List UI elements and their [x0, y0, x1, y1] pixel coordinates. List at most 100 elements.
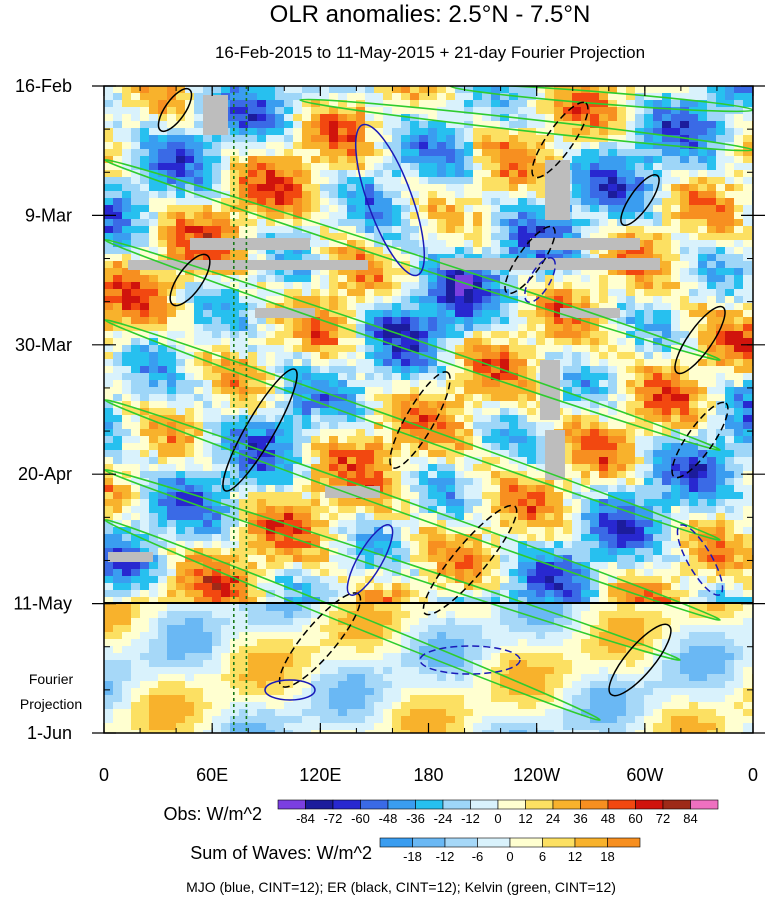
field-cell: [266, 394, 276, 402]
field-cell: [428, 310, 438, 318]
field-cell: [329, 114, 339, 122]
field-cell: [185, 114, 195, 122]
field-cell: [635, 226, 645, 234]
field-cell: [581, 429, 591, 437]
field-cell: [230, 184, 240, 192]
field-cell: [680, 233, 690, 241]
field-cell: [617, 359, 627, 367]
field-cell: [707, 450, 717, 458]
field-cell: [725, 548, 735, 556]
field-cell: [617, 275, 627, 283]
field-cell: [149, 177, 159, 185]
field-cell: [689, 485, 699, 493]
field-cell: [689, 317, 699, 325]
field-cell: [464, 464, 474, 472]
field-cell: [338, 499, 348, 507]
field-cell: [590, 436, 600, 444]
field-cell: [113, 380, 123, 388]
field-cell: [356, 121, 366, 129]
field-cell: [608, 163, 618, 171]
field-cell: [320, 492, 330, 500]
field-cell: [149, 170, 159, 178]
field-cell: [410, 86, 420, 94]
field-cell: [212, 268, 222, 276]
field-cell: [176, 219, 186, 227]
field-cell: [608, 408, 618, 416]
field-cell: [311, 114, 321, 122]
field-cell: [275, 317, 285, 325]
field-cell: [689, 352, 699, 360]
field-cell: [104, 464, 114, 472]
field-cell: [419, 548, 429, 556]
field-cell: [158, 429, 168, 437]
field-cell: [194, 555, 204, 563]
field-cell: [545, 338, 555, 346]
field-cell: [599, 107, 609, 115]
field-cell: [158, 408, 168, 416]
field-cell: [149, 184, 159, 192]
field-cell: [644, 212, 654, 220]
field-cell: [158, 345, 168, 353]
field-cell: [122, 198, 132, 206]
field-cell: [302, 212, 312, 220]
field-cell: [653, 107, 663, 115]
field-cell: [221, 345, 231, 353]
field-cell: [203, 457, 213, 465]
field-cell: [500, 513, 510, 521]
field-cell: [266, 268, 276, 276]
field-cell: [365, 121, 375, 129]
field-cell: [734, 128, 744, 136]
field-cell: [158, 289, 168, 297]
field-cell: [203, 296, 213, 304]
field-cell: [320, 170, 330, 178]
field-cell: [599, 492, 609, 500]
field-cell: [149, 135, 159, 143]
field-cell: [185, 163, 195, 171]
field-cell: [518, 240, 528, 248]
field-cell: [545, 534, 555, 542]
field-cell: [680, 86, 690, 94]
field-cell: [437, 506, 447, 514]
field-cell: [320, 282, 330, 290]
field-cell: [122, 562, 132, 570]
field-cell: [707, 177, 717, 185]
field-cell: [329, 149, 339, 157]
field-cell: [104, 226, 114, 234]
field-cell: [572, 128, 582, 136]
field-cell: [518, 506, 528, 514]
field-cell: [113, 331, 123, 339]
field-cell: [329, 233, 339, 241]
field-cell: [509, 240, 519, 248]
field-cell: [572, 401, 582, 409]
field-cell: [266, 289, 276, 297]
field-cell: [392, 520, 402, 528]
field-cell: [491, 443, 501, 451]
field-cell: [221, 317, 231, 325]
field-cell: [131, 240, 141, 248]
field-cell: [401, 324, 411, 332]
field-cell: [302, 177, 312, 185]
field-cell: [635, 282, 645, 290]
field-cell: [743, 534, 753, 542]
field-cell: [419, 429, 429, 437]
field-cell: [482, 520, 492, 528]
field-cell: [401, 499, 411, 507]
field-cell: [401, 170, 411, 178]
field-cell: [725, 86, 735, 94]
field-cell: [347, 499, 357, 507]
field-cell: [527, 338, 537, 346]
field-cell: [545, 317, 555, 325]
field-cell: [320, 240, 330, 248]
field-cell: [221, 464, 231, 472]
field-cell: [491, 163, 501, 171]
field-cell: [599, 219, 609, 227]
field-cell: [725, 114, 735, 122]
field-cell: [185, 289, 195, 297]
field-cell: [707, 457, 717, 465]
field-cell: [293, 436, 303, 444]
field-cell: [509, 492, 519, 500]
field-cell: [653, 345, 663, 353]
field-cell: [734, 212, 744, 220]
field-cell: [329, 128, 339, 136]
field-cell: [689, 261, 699, 269]
